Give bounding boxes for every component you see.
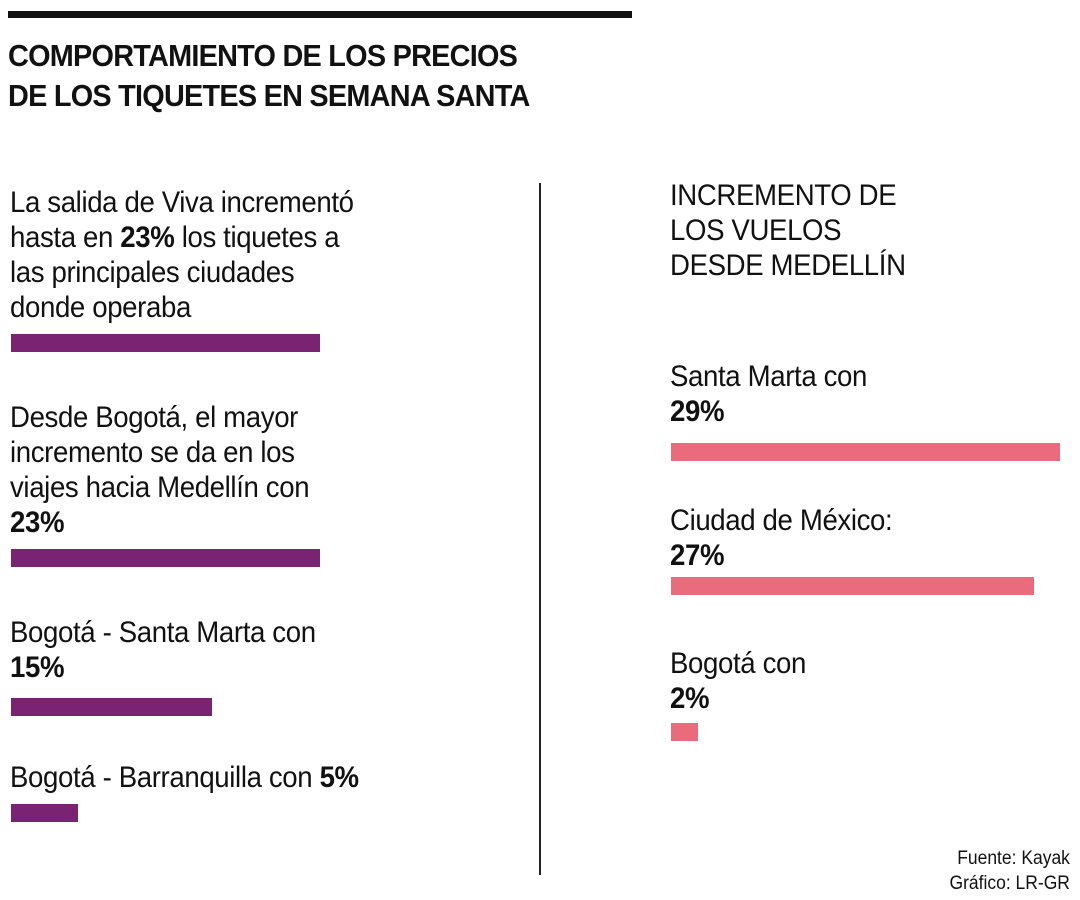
- label-line: hasta en 23% los tiquetes a: [10, 220, 354, 255]
- label-line: viajes hacia Medellín con: [10, 471, 310, 504]
- graphic-credit: Gráfico: LR-GR: [949, 873, 1070, 894]
- left-item-2-label: Desde Bogotá, el mayor incremento se da …: [10, 400, 310, 540]
- label-line: La salida de Viva incrementó: [10, 186, 354, 219]
- title-line-2: DE LOS TIQUETES EN SEMANA SANTA: [8, 78, 530, 113]
- right-item-1-label: Santa Marta con 29%: [670, 359, 867, 429]
- label-line: Desde Bogotá, el mayor: [10, 401, 299, 434]
- right-title-line: INCREMENTO DE: [670, 179, 897, 212]
- bar-right-1: [671, 443, 1061, 461]
- label-value: 2%: [670, 682, 710, 715]
- label-value: 15%: [10, 651, 65, 684]
- label-value: 23%: [120, 221, 175, 254]
- right-title-line: DESDE MEDELLÍN: [670, 249, 906, 282]
- column-divider: [539, 183, 541, 875]
- label-text: hasta en: [10, 221, 121, 254]
- left-item-1-label: La salida de Viva incrementó hasta en 23…: [10, 185, 354, 325]
- source-credits: Fuente: Kayak Gráfico: LR-GR: [950, 846, 1070, 896]
- left-item-3-label: Bogotá - Santa Marta con 15%: [10, 615, 316, 685]
- label-text: los tiquetes a: [174, 221, 340, 254]
- label-value: 23%: [10, 506, 65, 539]
- label-line: Bogotá con: [670, 647, 806, 680]
- label-value: 29%: [670, 395, 725, 428]
- label-line: Santa Marta con: [670, 360, 867, 393]
- label-line: incremento se da en los: [10, 436, 295, 469]
- bar-left-3: [11, 698, 213, 716]
- bar-right-3: [671, 723, 698, 741]
- label-line: Ciudad de México:: [670, 504, 893, 537]
- label-value: 27%: [670, 539, 725, 572]
- label-line: Bogotá - Santa Marta con: [10, 616, 316, 649]
- chart-title: COMPORTAMIENTO DE LOS PRECIOS DE LOS TIQ…: [8, 36, 530, 116]
- source-label: Fuente: Kayak: [957, 848, 1070, 869]
- title-line-1: COMPORTAMIENTO DE LOS PRECIOS: [8, 38, 518, 73]
- right-item-2-label: Ciudad de México: 27%: [670, 503, 893, 573]
- bar-right-2: [671, 577, 1034, 595]
- label-line: las principales ciudades: [10, 256, 295, 289]
- right-item-3-label: Bogotá con 2%: [670, 646, 806, 716]
- label-line: donde operaba: [10, 291, 191, 324]
- bar-left-4: [11, 804, 79, 822]
- label-text: Bogotá - Barranquilla con: [10, 761, 320, 794]
- right-column-title: INCREMENTO DE LOS VUELOS DESDE MEDELLÍN: [670, 178, 906, 283]
- bar-left-1: [11, 334, 320, 352]
- left-item-4-label: Bogotá - Barranquilla con 5%: [10, 760, 359, 795]
- bar-left-2: [11, 549, 320, 567]
- top-rule: [8, 11, 632, 18]
- label-value: 5%: [319, 761, 360, 794]
- right-title-line: LOS VUELOS: [670, 214, 842, 247]
